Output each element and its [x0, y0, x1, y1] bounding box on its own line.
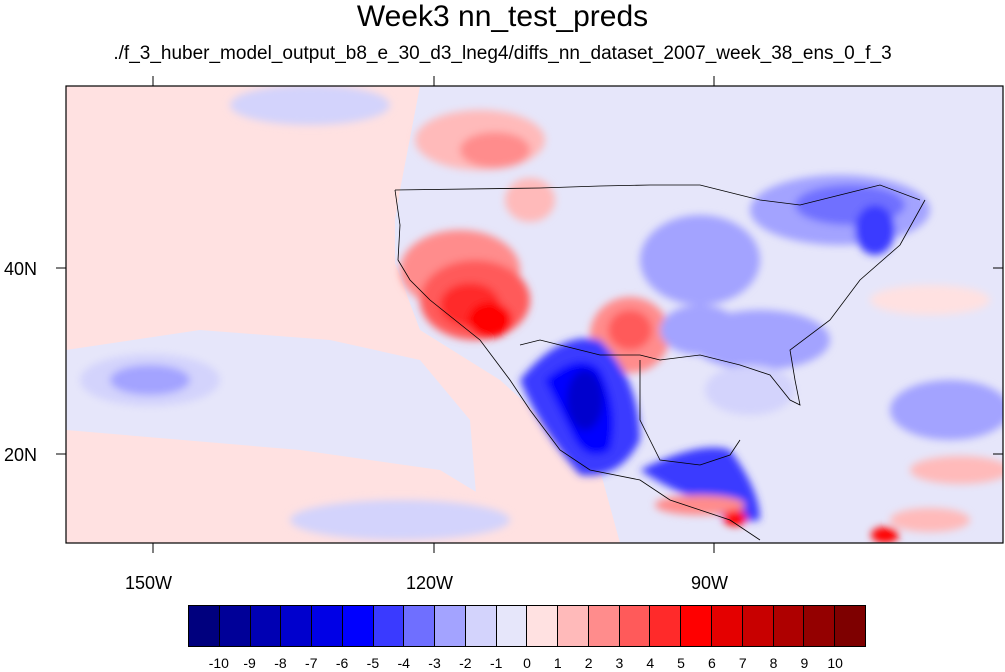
colorbar-swatch	[773, 606, 805, 646]
field-layer	[66, 86, 1003, 543]
colorbar-swatch	[527, 606, 559, 646]
colorbar-swatch	[742, 606, 774, 646]
colorbar-tick-label: -10	[208, 655, 229, 671]
colorbar-tick-label: 8	[769, 655, 778, 671]
colorbar-tick-label: 3	[615, 655, 624, 671]
lat-label-20n: 20N	[4, 445, 38, 465]
colorbar-tick-label: -4	[397, 655, 410, 671]
coastlines	[394, 184, 926, 541]
colorbar-swatch	[804, 606, 836, 646]
colorbar-tick-label: 2	[584, 655, 593, 671]
colorbar-swatch	[404, 606, 436, 646]
colorbar-swatch	[588, 606, 620, 646]
colorbar-swatch	[681, 606, 713, 646]
map-subtitle: ./f_3_huber_model_output_b8_e_30_d3_lneg…	[113, 43, 892, 64]
colorbar-tick-label: -2	[459, 655, 472, 671]
colorbar-swatch	[312, 606, 343, 646]
colorbar-swatch	[435, 606, 466, 646]
colorbar-swatch	[496, 606, 528, 646]
colorbar-swatch	[558, 606, 589, 646]
colorbar-tick-label: -9	[243, 655, 256, 671]
colorbar-tick-label: 0	[523, 655, 531, 671]
lon-label-150w: 150W	[125, 573, 173, 593]
colorbar-tick-label: 5	[677, 655, 685, 671]
colorbar-tick-label: 6	[708, 655, 716, 671]
colorbar-swatch	[712, 606, 743, 646]
colorbar-swatch	[650, 606, 682, 646]
colorbar-tick-label: 10	[827, 655, 843, 671]
colorbar-tick-label: 7	[738, 655, 747, 671]
colorbar-swatch	[219, 606, 251, 646]
colorbar-tick-label: 9	[800, 655, 809, 671]
colorbar-swatch	[835, 606, 865, 646]
colorbar-swatch	[281, 606, 313, 646]
colorbar-tick-label: -3	[428, 655, 441, 671]
lat-label-40n: 40N	[4, 259, 38, 279]
axis-ticks	[56, 76, 1003, 553]
colorbar-swatch	[250, 606, 282, 646]
colorbar-tick-label: 4	[646, 655, 655, 671]
colorbar-tick-label: 1	[553, 655, 562, 671]
colorbar-tick-label: -1	[489, 655, 503, 671]
lon-label-120w: 120W	[406, 573, 454, 593]
colorbar-swatch	[189, 606, 220, 646]
colorbar-swatch	[619, 606, 651, 646]
colorbar-tick-label: -6	[335, 655, 349, 671]
colorbar-swatch	[373, 606, 405, 646]
lon-label-90w: 90W	[691, 573, 729, 593]
colorbar-swatch	[342, 606, 374, 646]
contour-map	[56, 76, 1004, 553]
colorbar-tick-label: -8	[274, 655, 287, 671]
colorbar-tick-label: -7	[305, 655, 318, 671]
colorbar-tick-label: -5	[366, 655, 380, 671]
map-title: Week3 nn_test_preds	[356, 0, 649, 33]
plot-frame	[65, 85, 1004, 544]
colorbar	[188, 605, 866, 647]
colorbar-swatch	[465, 606, 497, 646]
